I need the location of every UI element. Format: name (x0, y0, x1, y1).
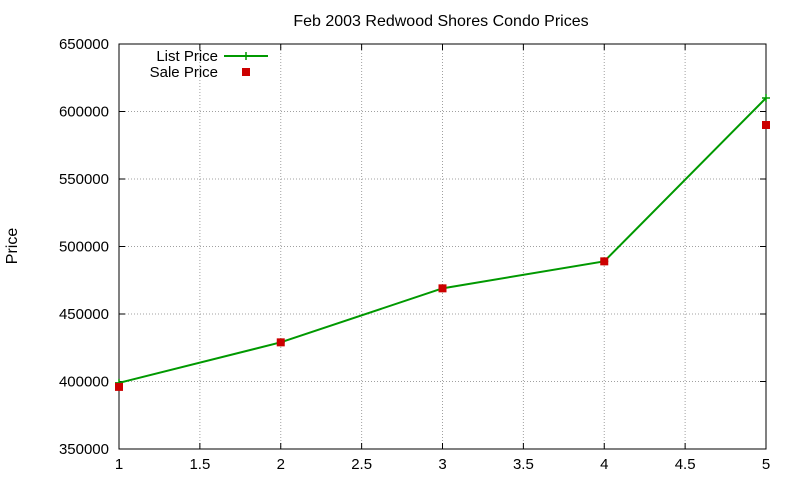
x-tick-label: 3 (438, 456, 446, 473)
axes: 1 1.5 2 2.5 3 3.5 4 4.5 5 350000 400000 450000 50000… (59, 36, 770, 473)
legend-entry: Sale Price (150, 64, 250, 81)
y-tick-label: 450000 (59, 306, 109, 323)
data-point (600, 257, 609, 266)
series-layer (115, 94, 770, 391)
data-point (762, 94, 770, 102)
legend-entry: List Price (156, 48, 268, 65)
x-tick-label: 2.5 (351, 456, 372, 473)
x-tick-label: 4 (600, 456, 608, 473)
data-point (438, 284, 447, 293)
data-point (115, 382, 123, 391)
y-tick-label: 600000 (59, 104, 109, 121)
x-tick-label: 3.5 (513, 456, 534, 473)
x-tick-label: 1 (115, 456, 123, 473)
data-point (276, 338, 285, 347)
x-tick-label: 2 (277, 456, 285, 473)
y-tick-label: 350000 (59, 441, 109, 458)
y-tick-label: 400000 (59, 374, 109, 391)
series-1 (115, 121, 770, 391)
legend-label: List Price (156, 48, 218, 65)
y-tick-label: 650000 (59, 36, 109, 53)
y-tick-label: 500000 (59, 239, 109, 256)
x-tick-label: 5 (762, 456, 770, 473)
chart-title: Feb 2003 Redwood Shores Condo Prices (293, 13, 588, 30)
x-tick-label: 1.5 (189, 456, 210, 473)
grid-lines (119, 44, 766, 449)
y-tick-label: 550000 (59, 171, 109, 188)
x-tick-label: 4.5 (675, 456, 696, 473)
y-axis-label: Price (4, 228, 21, 265)
data-point (762, 121, 770, 129)
legend-marker (242, 68, 250, 76)
legend-label: Sale Price (150, 64, 218, 81)
legend-marker (242, 52, 250, 60)
